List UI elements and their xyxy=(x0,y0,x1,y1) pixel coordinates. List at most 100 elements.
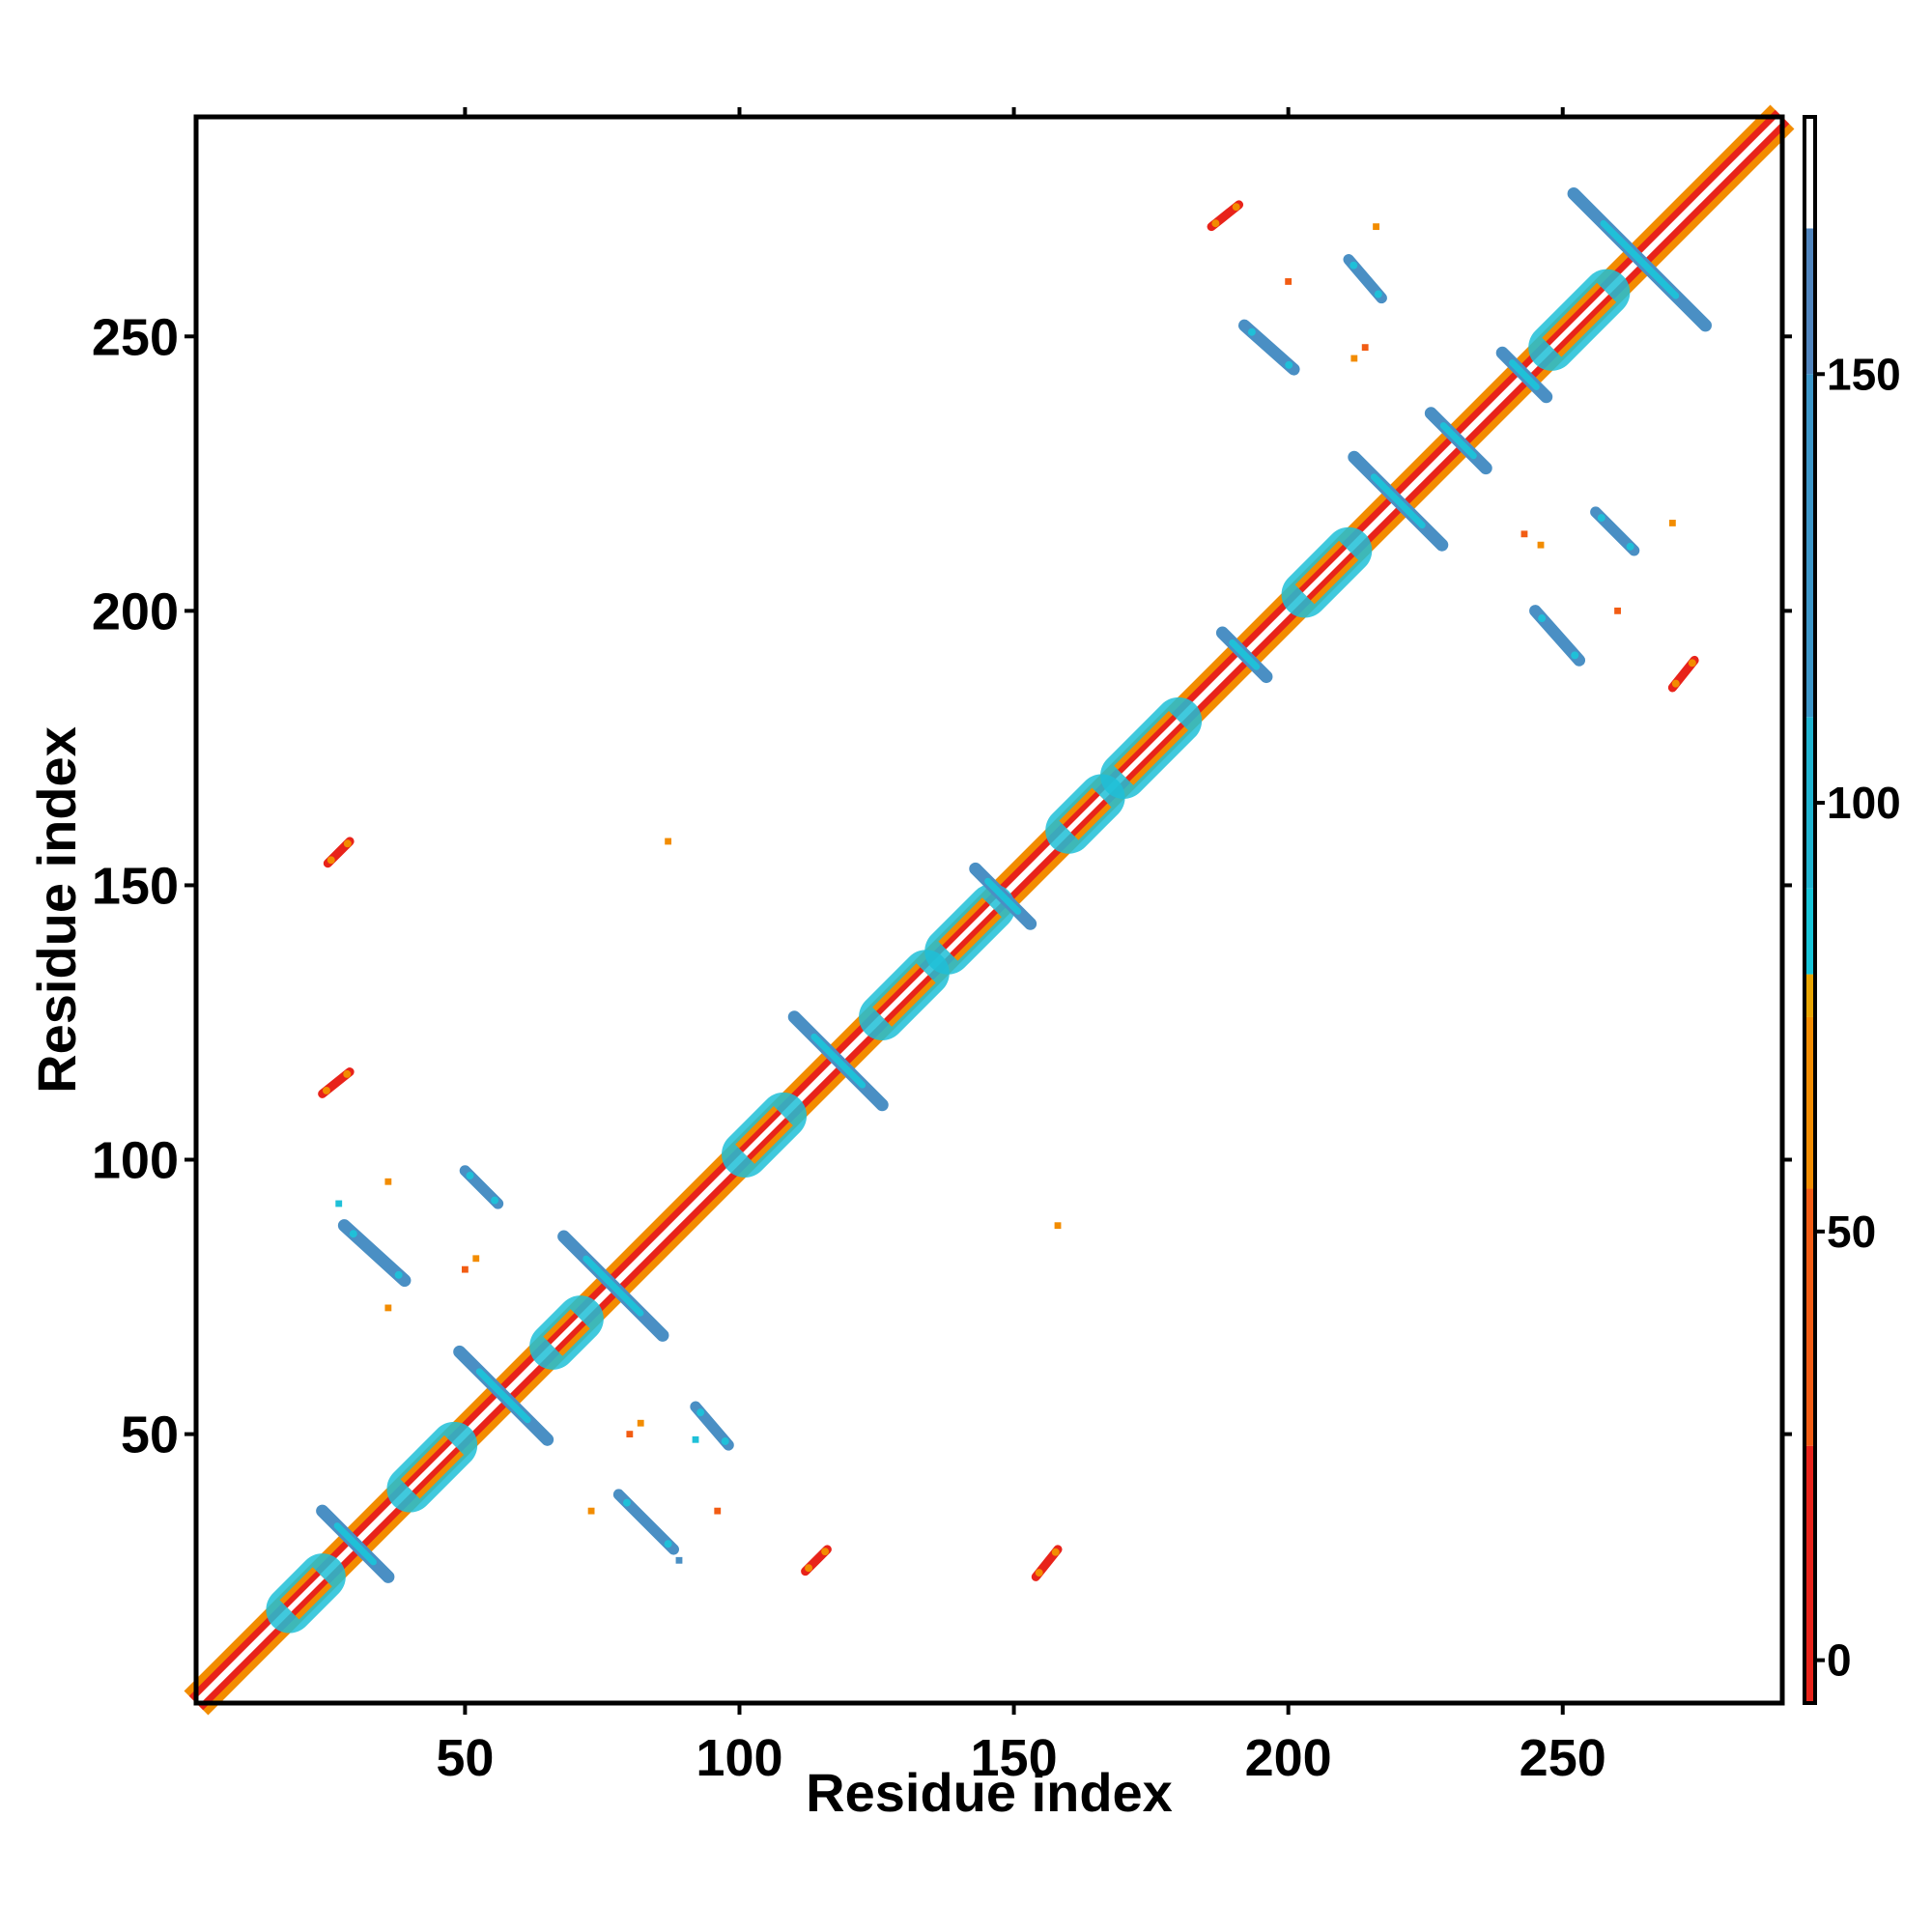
contact-accent-end-6 xyxy=(1571,651,1579,660)
contact-accent-end-13 xyxy=(1688,659,1696,668)
crossing-accent-0 xyxy=(333,1522,377,1566)
helix-band-white-5 xyxy=(946,905,994,953)
x-axis-title: Residue index xyxy=(806,1762,1173,1823)
contact-accent-end-5 xyxy=(1374,290,1382,298)
plot-frame xyxy=(193,114,1785,1706)
contact-accent-start-13 xyxy=(1671,679,1680,688)
crossing-accent-9 xyxy=(1600,219,1680,299)
x-tick-label: 50 xyxy=(436,1729,494,1787)
crossing-accent-6 xyxy=(1370,473,1426,529)
contact-accent-end-4 xyxy=(1285,360,1293,369)
colorbar-segment-1 xyxy=(1804,1188,1815,1446)
helix-band-white-4 xyxy=(880,971,928,1019)
y-tick-label: 150 xyxy=(92,857,179,915)
contact-speck-10 xyxy=(692,1435,699,1443)
crossing-accent-7 xyxy=(1439,422,1477,460)
colorbar-segment-6 xyxy=(1804,374,1815,718)
contact-speck-13 xyxy=(1350,355,1358,362)
x-tick-label: 150 xyxy=(971,1729,1058,1787)
contact-accent-end-0 xyxy=(394,1270,403,1279)
contact-speck-16 xyxy=(1373,223,1379,231)
contact-accent-start-9 xyxy=(322,1086,330,1094)
helix-band-white-3 xyxy=(743,1114,785,1156)
contact-accent-start-11 xyxy=(1035,1569,1043,1577)
y-tick-label: 100 xyxy=(92,1132,179,1190)
contact-speck-17 xyxy=(1520,530,1528,538)
y-axis-title: Residue index xyxy=(26,726,87,1094)
crossing-accent-8 xyxy=(1509,359,1540,390)
colorbar-segment-5 xyxy=(1804,717,1815,889)
contact-accent-end-8 xyxy=(343,839,352,848)
contact-accent-end-7 xyxy=(1626,542,1634,551)
contact-accent-end-2 xyxy=(664,1540,672,1548)
contact-accent-start-6 xyxy=(1538,614,1547,622)
contact-accent-end-11 xyxy=(1051,1548,1060,1556)
contact-speck-14 xyxy=(1361,344,1369,352)
y-tick-label: 200 xyxy=(92,582,179,640)
colorbar-frame xyxy=(1803,115,1817,1705)
colorbar-segment-8 xyxy=(1804,117,1815,229)
contact-speck-7 xyxy=(637,1419,644,1427)
contact-speck-8 xyxy=(665,838,672,845)
contact-speck-18 xyxy=(1537,541,1545,549)
contact-accent-start-1 xyxy=(466,1172,474,1179)
contact-speck-9 xyxy=(675,1556,683,1564)
contact-accent-start-12 xyxy=(1211,219,1220,228)
y-axis: 50 100 150 200 250 xyxy=(92,308,196,1464)
contact-speck-3 xyxy=(461,1265,469,1273)
contact-speck-0 xyxy=(335,1200,343,1208)
contact-speck-2 xyxy=(384,1304,392,1312)
contact-accent-start-2 xyxy=(623,1498,631,1507)
contact-accent-start-3 xyxy=(696,1408,705,1417)
colorbar-segment-3 xyxy=(1804,974,1815,1017)
contact-accent-start-10 xyxy=(805,1564,813,1573)
heatmap-marks xyxy=(184,104,1795,1716)
contact-speck-1 xyxy=(384,1178,392,1185)
contact-speck-19 xyxy=(1614,607,1621,614)
contact-speck-5 xyxy=(587,1507,595,1515)
helix-band-white-1 xyxy=(408,1442,457,1492)
helix-band-white-2 xyxy=(551,1317,582,1349)
crossing-accent-3 xyxy=(810,1033,867,1089)
contact-accent-end-3 xyxy=(721,1437,729,1445)
colorbar-tick-label: 0 xyxy=(1827,1635,1852,1686)
y-tick-label: 250 xyxy=(92,308,179,366)
top-axis-ticks xyxy=(463,107,1565,117)
right-axis-ticks xyxy=(1782,334,1792,1436)
contact-speck-4 xyxy=(472,1255,480,1263)
contact-speck-11 xyxy=(714,1507,722,1515)
contact-accent-end-1 xyxy=(491,1196,499,1205)
colorbar-segment-2 xyxy=(1804,1016,1815,1189)
colorbar-segment-7 xyxy=(1804,228,1815,375)
helix-band-white-0 xyxy=(287,1575,325,1612)
contact-accent-start-4 xyxy=(1247,327,1256,336)
helix-band-white-7 xyxy=(1122,718,1181,778)
contact-accent-start-8 xyxy=(327,856,335,865)
colorbar-segment-0 xyxy=(1804,1445,1815,1703)
helix-band-white-6 xyxy=(1066,795,1104,833)
crossing-accent-2 xyxy=(582,1255,644,1317)
crossing-accent-4 xyxy=(984,877,1022,915)
y-tick-label: 50 xyxy=(121,1406,179,1464)
crossing-accent-5 xyxy=(1229,639,1261,670)
contact-accent-start-7 xyxy=(1597,514,1605,523)
colorbar-segment-4 xyxy=(1804,888,1815,975)
colorbar-tick-label: 50 xyxy=(1827,1207,1876,1257)
helix-band-white-8 xyxy=(1302,548,1351,597)
contact-speck-20 xyxy=(1668,520,1676,526)
x-tick-label: 250 xyxy=(1520,1729,1606,1787)
x-axis: 50 100 150 200 250 xyxy=(436,1703,1606,1787)
colorbar-tick-label: 150 xyxy=(1827,349,1901,399)
crossing-accent-1 xyxy=(475,1368,531,1424)
helix-band-white-9 xyxy=(1549,290,1609,350)
contact-accent-end-10 xyxy=(821,1548,830,1556)
x-tick-label: 200 xyxy=(1245,1729,1332,1787)
contact-speck-6 xyxy=(626,1431,634,1438)
contact-accent-end-9 xyxy=(343,1069,352,1078)
colorbar: 0 50 100 150 xyxy=(1803,115,1901,1705)
contact-accent-end-12 xyxy=(1232,203,1240,212)
contact-accent-start-5 xyxy=(1350,261,1358,270)
plot-area xyxy=(184,104,1795,1716)
x-tick-label: 100 xyxy=(696,1729,782,1787)
